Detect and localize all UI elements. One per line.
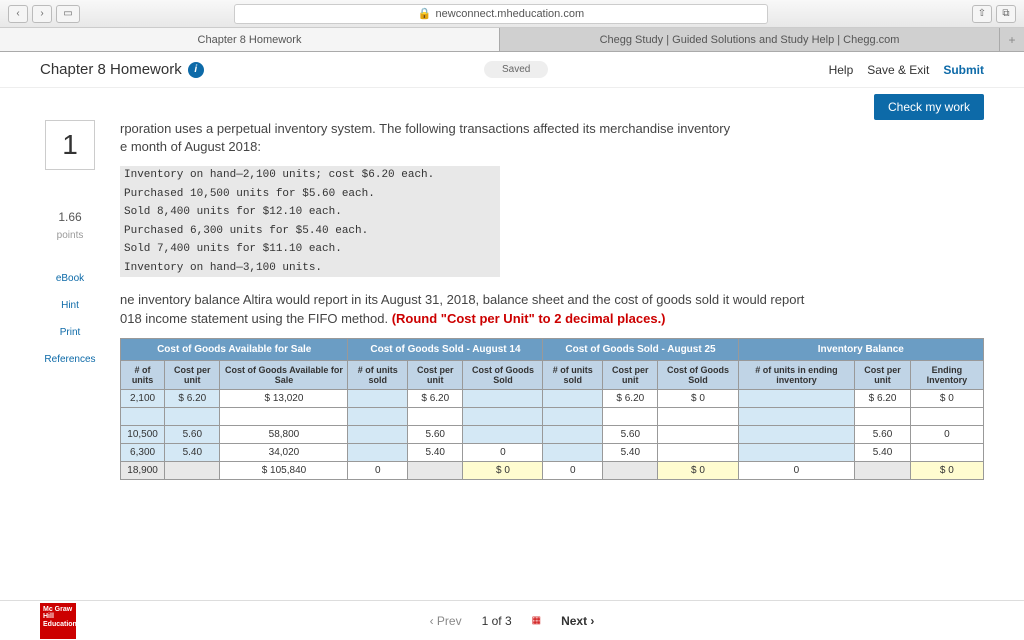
- browser-toolbar: ‹ › ▭ 🔒 newconnect.mheducation.com ⇧ ⧉: [0, 0, 1024, 28]
- trans-line: Inventory on hand—3,100 units.: [120, 259, 500, 278]
- pagination-footer: Mc Graw Hill Education ‹ Prev 1 of 3 ▦ N…: [0, 600, 1024, 640]
- col-group-aug25: Cost of Goods Sold - August 25: [543, 338, 738, 360]
- ebook-link[interactable]: eBook: [56, 273, 84, 284]
- table-row: 10,5005.6058,800 5.60 5.60 5.600: [121, 425, 984, 443]
- col-group-available: Cost of Goods Available for Sale: [121, 338, 348, 360]
- new-tab-button[interactable]: +: [1000, 28, 1024, 51]
- help-link[interactable]: Help: [829, 63, 854, 77]
- saved-badge: Saved: [484, 61, 548, 78]
- references-link[interactable]: References: [44, 354, 95, 365]
- share-button[interactable]: ⇧: [972, 5, 992, 23]
- forward-button[interactable]: ›: [32, 5, 52, 23]
- question-body: rporation uses a perpetual inventory sys…: [120, 120, 984, 480]
- prev-button[interactable]: ‹ Prev: [430, 614, 462, 628]
- page-position: 1 of 3: [482, 614, 512, 628]
- check-my-work-button[interactable]: Check my work: [874, 94, 984, 120]
- page-header: Chapter 8 Homework i Saved Help Save & E…: [0, 52, 1024, 88]
- table-row: 6,3005.4034,020 5.400 5.40 5.40: [121, 443, 984, 461]
- question-number: 1: [45, 120, 95, 170]
- tabs-button[interactable]: ⧉: [996, 5, 1016, 23]
- header-links: Help Save & Exit Submit: [829, 63, 984, 77]
- hint-link[interactable]: Hint: [61, 300, 79, 311]
- trans-line: Inventory on hand—2,100 units; cost $6.2…: [120, 166, 500, 185]
- lock-icon: 🔒: [418, 7, 432, 20]
- question-sidebar: 1 1.66 points eBook Hint Print Reference…: [40, 120, 100, 480]
- tab-bar: Chapter 8 Homework Chegg Study | Guided …: [0, 28, 1024, 52]
- col-group-inventory: Inventory Balance: [738, 338, 983, 360]
- table-row: 2,100$ 6.20$ 13,020 $ 6.20 $ 6.20$ 0 $ 6…: [121, 389, 984, 407]
- sidebar-button[interactable]: ▭: [56, 5, 80, 23]
- instructions: ne inventory balance Altira would report…: [120, 291, 984, 327]
- trans-line: Purchased 10,500 units for $5.60 each.: [120, 185, 500, 204]
- trans-line: Sold 7,400 units for $11.10 each.: [120, 240, 500, 259]
- trans-line: Sold 8,400 units for $12.10 each.: [120, 203, 500, 222]
- transaction-list: Inventory on hand—2,100 units; cost $6.2…: [120, 166, 984, 277]
- page-title: Chapter 8 Homework i: [40, 61, 204, 78]
- grid-icon[interactable]: ▦: [532, 615, 541, 626]
- submit-link[interactable]: Submit: [943, 63, 984, 77]
- tab-homework[interactable]: Chapter 8 Homework: [0, 28, 500, 51]
- mcgraw-hill-logo: Mc Graw Hill Education: [40, 603, 76, 639]
- fifo-table: Cost of Goods Available for Sale Cost of…: [120, 338, 984, 480]
- info-icon[interactable]: i: [188, 62, 204, 78]
- table-row-total: 18,900$ 105,840 0$ 0 0$ 0 0$ 0: [121, 461, 984, 479]
- save-exit-link[interactable]: Save & Exit: [867, 63, 929, 77]
- points-label: points: [57, 230, 84, 241]
- trans-line: Purchased 6,300 units for $5.40 each.: [120, 222, 500, 241]
- url-text: newconnect.mheducation.com: [436, 8, 585, 20]
- points-value: 1.66: [58, 210, 81, 224]
- table-row: [121, 407, 984, 425]
- back-button[interactable]: ‹: [8, 5, 28, 23]
- problem-intro: rporation uses a perpetual inventory sys…: [120, 120, 984, 156]
- next-button[interactable]: Next ›: [561, 614, 594, 628]
- url-bar[interactable]: 🔒 newconnect.mheducation.com: [234, 4, 768, 24]
- col-group-aug14: Cost of Goods Sold - August 14: [348, 338, 543, 360]
- tab-chegg[interactable]: Chegg Study | Guided Solutions and Study…: [500, 28, 1000, 51]
- print-link[interactable]: Print: [60, 327, 81, 338]
